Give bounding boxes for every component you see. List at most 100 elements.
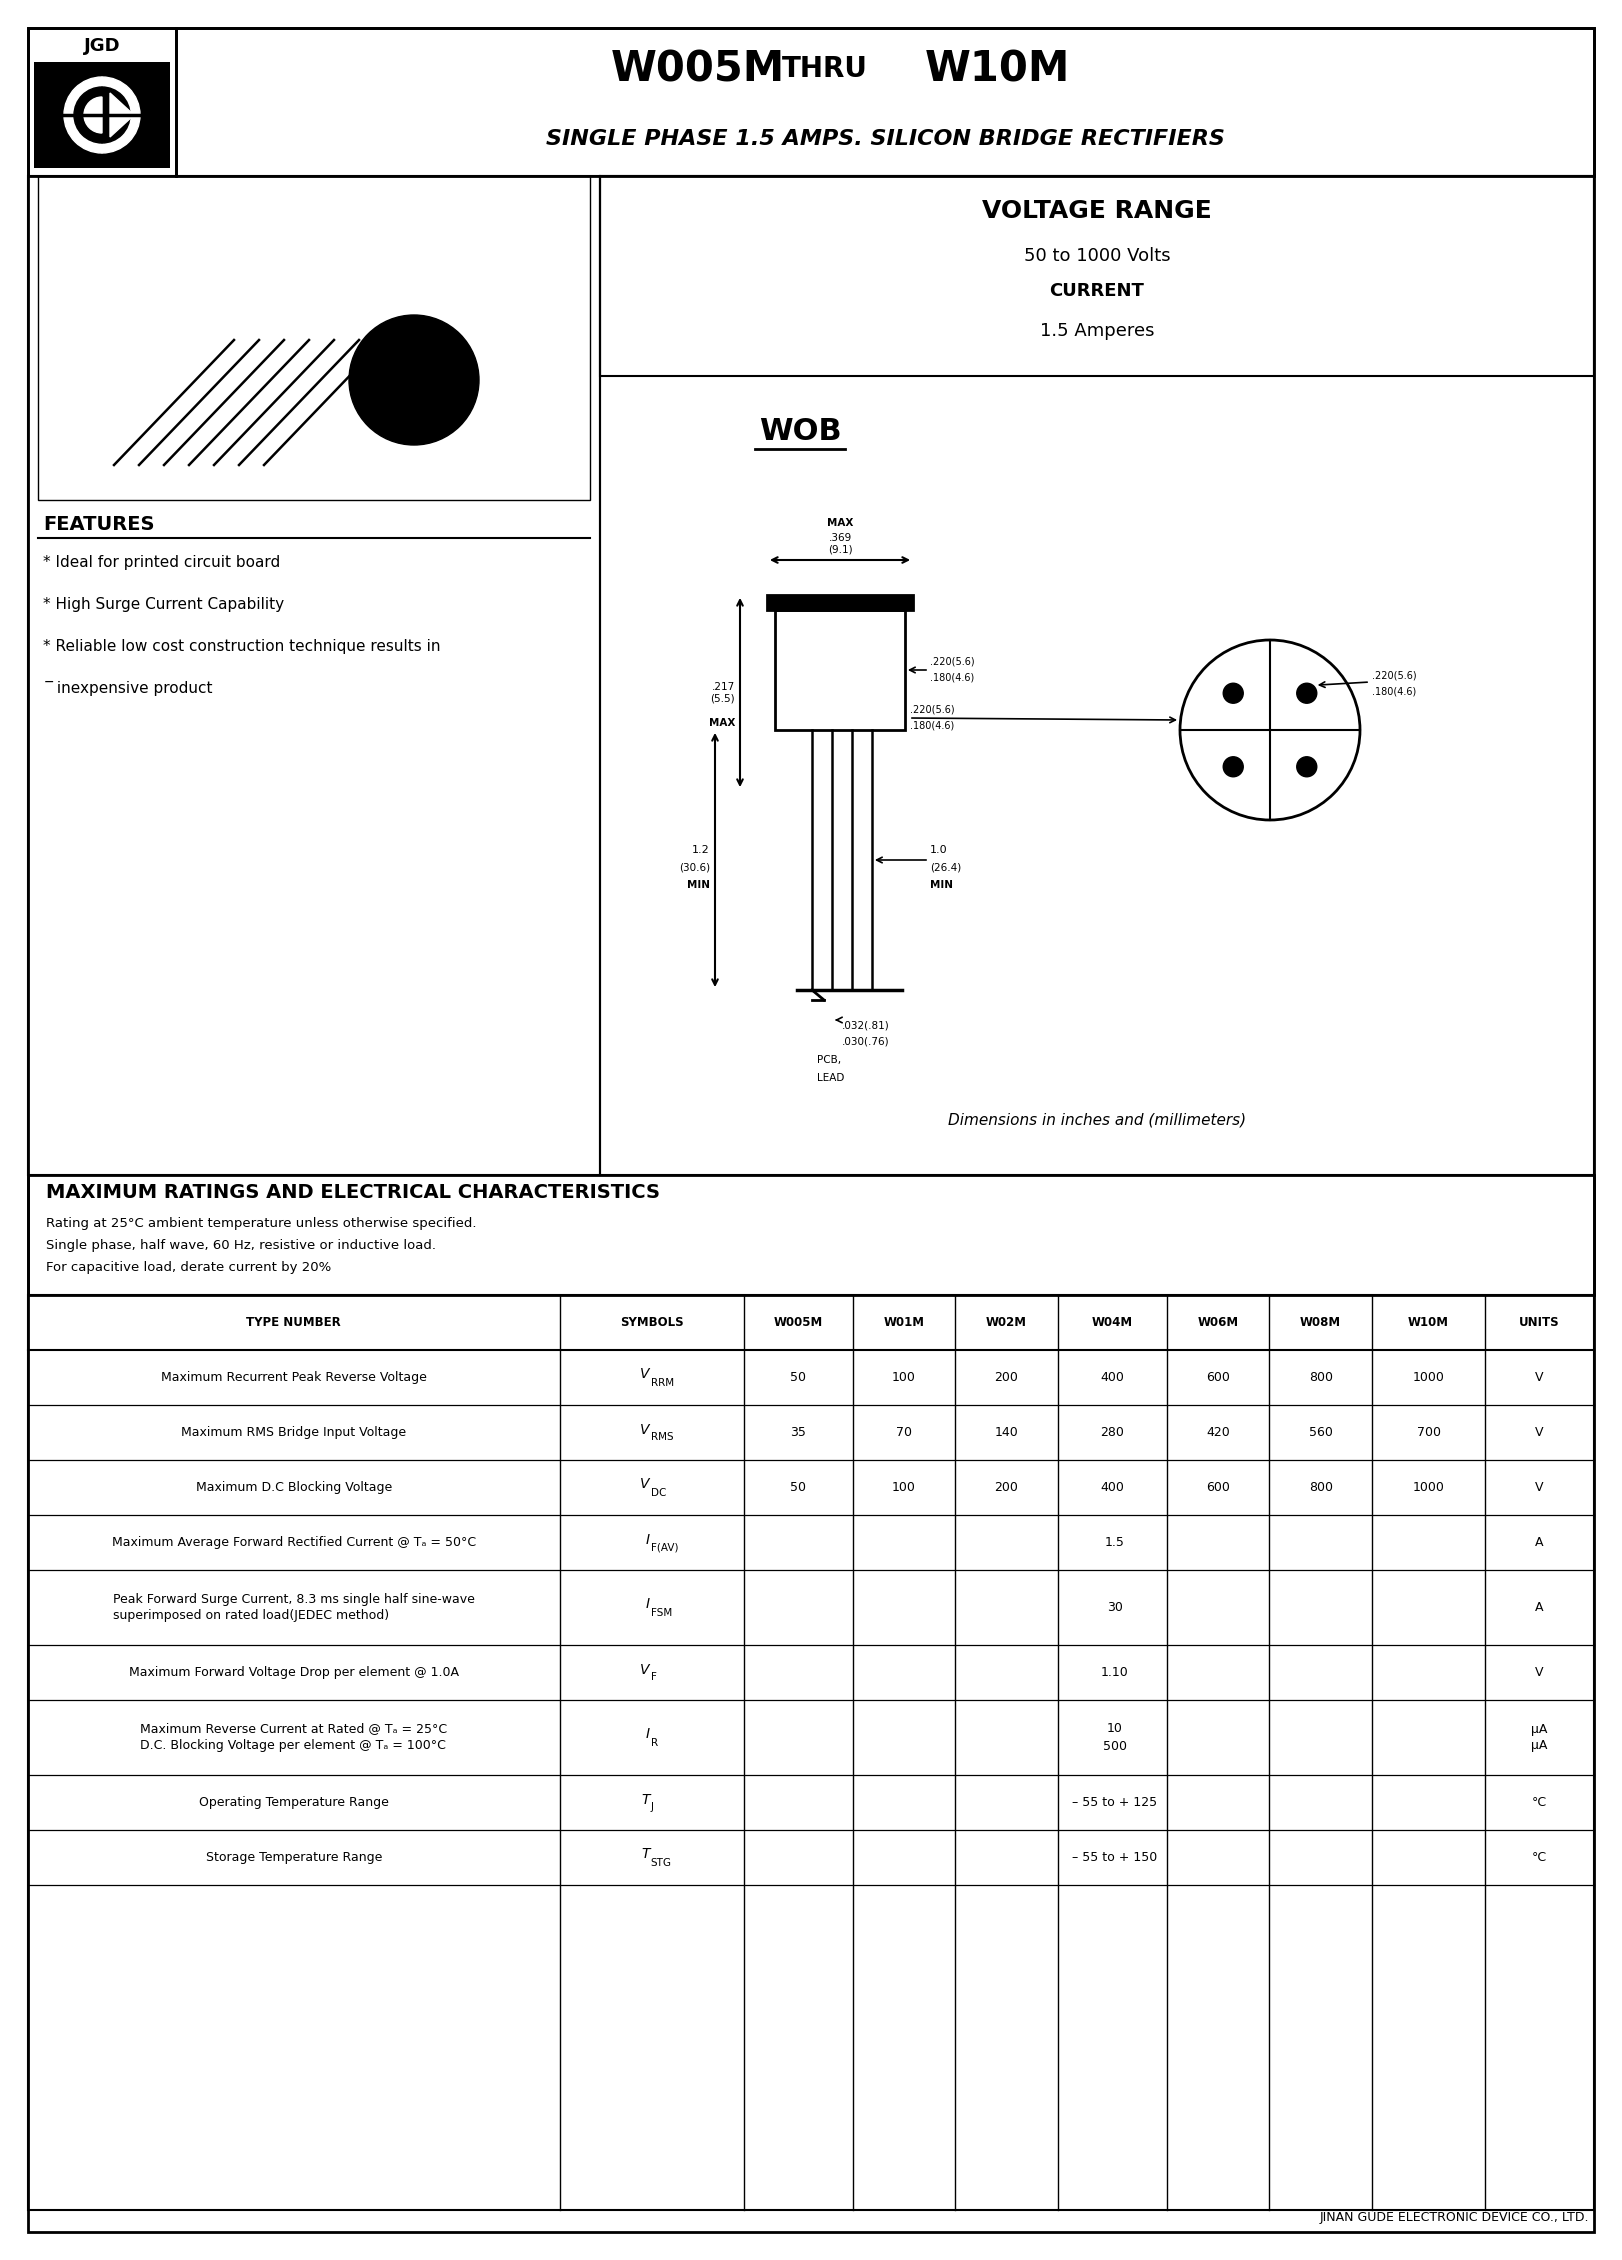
Bar <box>28 1295 1594 2210</box>
Circle shape <box>1296 757 1317 777</box>
Bar <box>767 594 913 610</box>
Bar <box>177 27 1594 176</box>
Circle shape <box>349 314 478 445</box>
Text: 35: 35 <box>790 1426 806 1440</box>
Bar <box>600 176 1594 375</box>
Text: For capacitive load, derate current by 20%: For capacitive load, derate current by 2… <box>45 1261 331 1272</box>
Text: 70: 70 <box>895 1426 912 1440</box>
Text: 700: 700 <box>1416 1426 1440 1440</box>
Text: CURRENT: CURRENT <box>1049 282 1145 301</box>
Text: RMS: RMS <box>650 1433 673 1442</box>
Text: (30.6): (30.6) <box>680 863 710 872</box>
Wedge shape <box>75 86 102 142</box>
Text: 200: 200 <box>994 1372 1019 1383</box>
Text: Maximum D.C Blocking Voltage: Maximum D.C Blocking Voltage <box>196 1480 393 1494</box>
Text: Maximum Forward Voltage Drop per element @ 1.0A: Maximum Forward Voltage Drop per element… <box>128 1666 459 1679</box>
Text: Maximum Reverse Current at Rated @ Tₐ = 25°C
D.C. Blocking Voltage per element @: Maximum Reverse Current at Rated @ Tₐ = … <box>139 1722 448 1752</box>
Text: .180(4.6): .180(4.6) <box>910 721 954 730</box>
Text: W10M: W10M <box>1408 1315 1448 1329</box>
Text: W01M: W01M <box>884 1315 925 1329</box>
Text: .032(.81): .032(.81) <box>842 1019 890 1031</box>
Wedge shape <box>102 77 139 154</box>
Bar <box>28 1175 1594 1295</box>
Text: MAX: MAX <box>709 716 735 728</box>
Text: 420: 420 <box>1207 1426 1229 1440</box>
Text: MIN: MIN <box>688 879 710 890</box>
Text: 1.10: 1.10 <box>1101 1666 1129 1679</box>
Text: F: F <box>650 1672 657 1681</box>
Text: Storage Temperature Range: Storage Temperature Range <box>206 1851 381 1864</box>
Text: Operating Temperature Range: Operating Temperature Range <box>200 1797 389 1808</box>
Text: 50: 50 <box>790 1480 806 1494</box>
Wedge shape <box>63 77 102 154</box>
Bar <box>28 27 177 176</box>
Text: 1.2: 1.2 <box>693 845 710 854</box>
Circle shape <box>1296 683 1317 703</box>
Text: Maximum Recurrent Peak Reverse Voltage: Maximum Recurrent Peak Reverse Voltage <box>161 1372 427 1383</box>
Text: FEATURES: FEATURES <box>44 515 154 533</box>
Text: SYMBOLS: SYMBOLS <box>620 1315 683 1329</box>
Text: – 55 to + 125: – 55 to + 125 <box>1072 1797 1156 1808</box>
Text: T: T <box>641 1792 650 1806</box>
Text: VOLTAGE RANGE: VOLTAGE RANGE <box>983 199 1212 224</box>
Text: T: T <box>641 1846 650 1862</box>
Text: 1.5 Amperes: 1.5 Amperes <box>1040 321 1155 339</box>
Text: μA
μA: μA μA <box>1531 1722 1547 1752</box>
Wedge shape <box>102 86 130 142</box>
Text: * High Surge Current Capability: * High Surge Current Capability <box>44 597 284 612</box>
Text: 600: 600 <box>1207 1372 1229 1383</box>
Text: MIN: MIN <box>929 879 954 890</box>
Text: V: V <box>641 1422 650 1437</box>
Text: LEAD: LEAD <box>817 1074 845 1083</box>
Text: 30: 30 <box>1106 1600 1122 1614</box>
Text: W005M: W005M <box>611 47 785 90</box>
Text: MAX: MAX <box>827 518 853 529</box>
Text: 400: 400 <box>1100 1372 1124 1383</box>
Text: Maximum Average Forward Rectified Current @ Tₐ = 50°C: Maximum Average Forward Rectified Curren… <box>112 1537 475 1548</box>
Text: 1.0: 1.0 <box>929 845 947 854</box>
Text: V: V <box>1536 1426 1544 1440</box>
Text: ̅ inexpensive product: ̅ inexpensive product <box>54 680 214 696</box>
Text: Single phase, half wave, 60 Hz, resistive or inductive load.: Single phase, half wave, 60 Hz, resistiv… <box>45 1238 436 1252</box>
Text: RRM: RRM <box>650 1379 673 1388</box>
Text: V: V <box>641 1478 650 1492</box>
Text: THRU: THRU <box>782 56 868 84</box>
Text: I: I <box>646 1727 650 1742</box>
Text: (26.4): (26.4) <box>929 863 962 872</box>
Text: – 55 to + 150: – 55 to + 150 <box>1072 1851 1156 1864</box>
Text: Maximum RMS Bridge Input Voltage: Maximum RMS Bridge Input Voltage <box>182 1426 407 1440</box>
Circle shape <box>1223 683 1242 703</box>
Text: 100: 100 <box>892 1372 916 1383</box>
Text: 800: 800 <box>1309 1372 1333 1383</box>
Text: 140: 140 <box>994 1426 1019 1440</box>
Text: 200: 200 <box>994 1480 1019 1494</box>
Text: V: V <box>1536 1666 1544 1679</box>
Text: 100: 100 <box>892 1480 916 1494</box>
Text: Rating at 25°C ambient temperature unless otherwise specified.: Rating at 25°C ambient temperature unles… <box>45 1216 477 1229</box>
Text: 1000: 1000 <box>1413 1480 1445 1494</box>
Wedge shape <box>84 97 102 133</box>
Text: °C: °C <box>1533 1797 1547 1808</box>
Text: JINAN GUDE ELECTRONIC DEVICE CO., LTD.: JINAN GUDE ELECTRONIC DEVICE CO., LTD. <box>1320 2210 1590 2224</box>
Text: FSM: FSM <box>650 1607 672 1618</box>
Text: W005M: W005M <box>774 1315 822 1329</box>
Text: I: I <box>646 1532 650 1546</box>
Text: WOB: WOB <box>759 416 842 445</box>
Text: * Ideal for printed circuit board: * Ideal for printed circuit board <box>44 556 281 570</box>
Text: A: A <box>1536 1600 1544 1614</box>
Text: 10
500: 10 500 <box>1103 1722 1127 1752</box>
Text: W10M: W10M <box>925 47 1071 90</box>
Text: 1.5: 1.5 <box>1105 1537 1124 1548</box>
Text: .030(.76): .030(.76) <box>842 1037 889 1046</box>
Text: F(AV): F(AV) <box>650 1544 678 1553</box>
Polygon shape <box>110 93 135 138</box>
Text: J: J <box>650 1803 654 1813</box>
Circle shape <box>1223 757 1242 777</box>
Text: V: V <box>641 1663 650 1677</box>
Text: * Reliable low cost construction technique results in: * Reliable low cost construction techniq… <box>44 640 441 653</box>
Text: V: V <box>1536 1372 1544 1383</box>
Text: W08M: W08M <box>1301 1315 1341 1329</box>
Text: .180(4.6): .180(4.6) <box>1372 687 1416 696</box>
Bar <box>37 176 590 499</box>
Text: .220(5.6): .220(5.6) <box>929 658 975 667</box>
